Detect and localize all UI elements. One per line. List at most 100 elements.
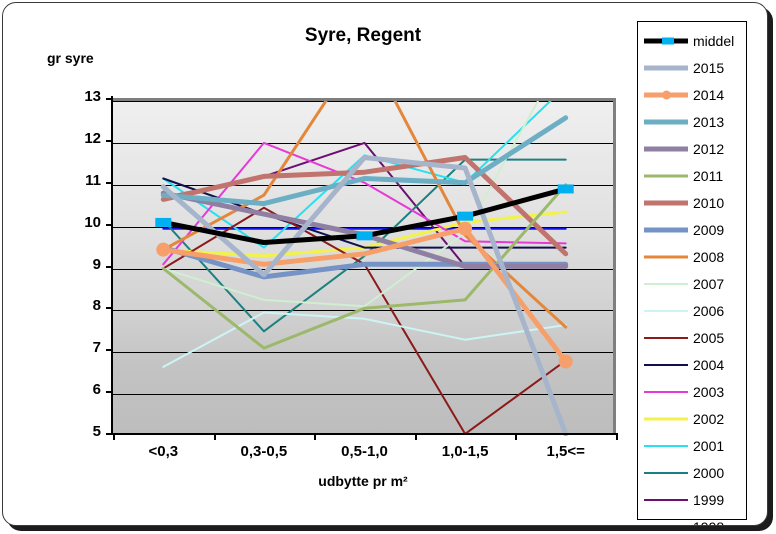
y-tick-mark	[106, 349, 112, 352]
x-tick-label: <0,3	[148, 443, 179, 460]
y-tick-mark	[106, 139, 112, 142]
y-tick-mark	[106, 265, 112, 268]
x-axis-line	[111, 433, 618, 435]
legend-label: 2004	[693, 356, 725, 373]
series-marker	[155, 217, 172, 227]
legend-label: 1999	[693, 491, 725, 508]
gridline	[113, 101, 613, 102]
x-tick-mark	[616, 433, 618, 440]
y-tick-label: 10	[84, 213, 101, 231]
legend-item-1999[interactable]: 1999	[638, 486, 746, 513]
legend-label: 2009	[693, 221, 725, 238]
legend-swatch-icon	[644, 493, 688, 507]
gridline	[113, 227, 613, 228]
legend-marker-icon	[662, 37, 674, 44]
y-tick-mark	[106, 307, 112, 310]
legend: middel 2015 2014 2013 2012 2011 2010 2009 2008 20…	[637, 21, 747, 525]
series-marker	[356, 231, 373, 241]
y-tick-mark	[106, 98, 112, 100]
plot-area	[113, 98, 616, 436]
legend-item-1998[interactable]: 1998	[638, 513, 746, 526]
legend-label: 2005	[693, 329, 725, 346]
legend-swatch-icon	[644, 169, 688, 183]
series-marker	[156, 242, 171, 257]
legend-swatch-icon	[644, 196, 688, 210]
y-tick-label: 13	[84, 88, 101, 105]
x-tick-mark	[314, 433, 317, 440]
legend-item-2006[interactable]: 2006	[638, 297, 746, 324]
legend-item-2003[interactable]: 2003	[638, 378, 746, 405]
gridline	[113, 269, 613, 270]
x-tick-label: 0,3-0,5	[240, 443, 288, 460]
series-marker	[557, 184, 574, 194]
x-axis-title: udbytte pr m²	[318, 473, 408, 489]
legend-item-2002[interactable]: 2002	[638, 405, 746, 432]
y-tick-mark	[106, 181, 112, 184]
legend-item-2005[interactable]: 2005	[638, 324, 746, 351]
y-tick-mark	[106, 433, 112, 435]
series-lines	[155, 101, 574, 436]
legend-item-2014[interactable]: 2014	[638, 81, 746, 108]
legend-item-2000[interactable]: 2000	[638, 459, 746, 486]
y-tick-label: 7	[92, 339, 101, 357]
legend-label: 2015	[693, 59, 725, 76]
legend-marker-icon	[662, 90, 671, 99]
legend-swatch-icon	[644, 412, 688, 426]
y-tick-label: 11	[85, 171, 101, 189]
legend-item-middel[interactable]: middel	[638, 27, 746, 54]
x-tick-label: 1,5<=	[546, 443, 585, 460]
series-line	[160, 155, 569, 436]
x-tick-label: 1,0-1,5	[441, 443, 489, 460]
gridline	[113, 185, 613, 186]
legend-item-2007[interactable]: 2007	[638, 270, 746, 297]
x-tick-mark	[113, 433, 115, 440]
series-line	[162, 311, 567, 368]
legend-item-2010[interactable]: 2010	[638, 189, 746, 216]
legend-swatch-icon	[644, 142, 688, 156]
legend-label: 2008	[693, 248, 725, 265]
legend-label: 2013	[693, 113, 725, 130]
legend-label: 2007	[693, 275, 725, 292]
legend-item-2001[interactable]: 2001	[638, 432, 746, 459]
legend-swatch-icon	[644, 223, 688, 237]
legend-label: 2014	[693, 86, 725, 103]
series-marker	[458, 221, 473, 236]
y-tick-label: 8	[92, 297, 101, 315]
chart-frame: Syre, Regent gr syre 13 12 11 10 9 8 7 6 5 <0,3 0…	[2, 2, 768, 526]
legend-item-2004[interactable]: 2004	[638, 351, 746, 378]
page-title: Syre, Regent	[304, 25, 422, 46]
legend-item-2008[interactable]: 2008	[638, 243, 746, 270]
legend-swatch-icon	[644, 61, 688, 75]
y-tick-label: 5	[92, 423, 101, 440]
legend-item-2013[interactable]: 2013	[638, 108, 746, 135]
legend-item-2015[interactable]: 2015	[638, 54, 746, 81]
legend-item-2009[interactable]: 2009	[638, 216, 746, 243]
legend-label: 2006	[693, 302, 725, 319]
x-tick-mark	[515, 433, 518, 440]
series-line	[160, 226, 569, 364]
legend-label: 2001	[693, 437, 725, 454]
y-axis-line	[111, 96, 113, 435]
x-tick-label: 0,5-1,0	[341, 443, 388, 460]
legend-item-2011[interactable]: 2011	[638, 162, 746, 189]
legend-swatch-icon	[644, 385, 688, 399]
y-tick-label: 9	[92, 255, 101, 273]
legend-swatch-icon	[644, 304, 688, 318]
y-tick-label: 6	[92, 381, 101, 399]
legend-swatch-icon	[644, 277, 688, 291]
gridline	[113, 352, 613, 353]
gridline	[113, 394, 613, 395]
series-line	[161, 101, 568, 329]
x-tick-mark	[213, 433, 216, 440]
legend-swatch-icon	[644, 439, 688, 453]
legend-label: 2002	[693, 410, 725, 427]
y-axis-title: gr syre	[47, 50, 94, 66]
series-line	[162, 101, 540, 308]
legend-label: 2012	[693, 140, 725, 157]
series-marker	[457, 211, 474, 221]
y-tick-label: 12	[84, 129, 101, 147]
legend-swatch-icon	[644, 115, 688, 129]
legend-item-2012[interactable]: 2012	[638, 135, 746, 162]
legend-label: 1998	[693, 519, 724, 526]
legend-swatch-icon	[644, 250, 688, 264]
